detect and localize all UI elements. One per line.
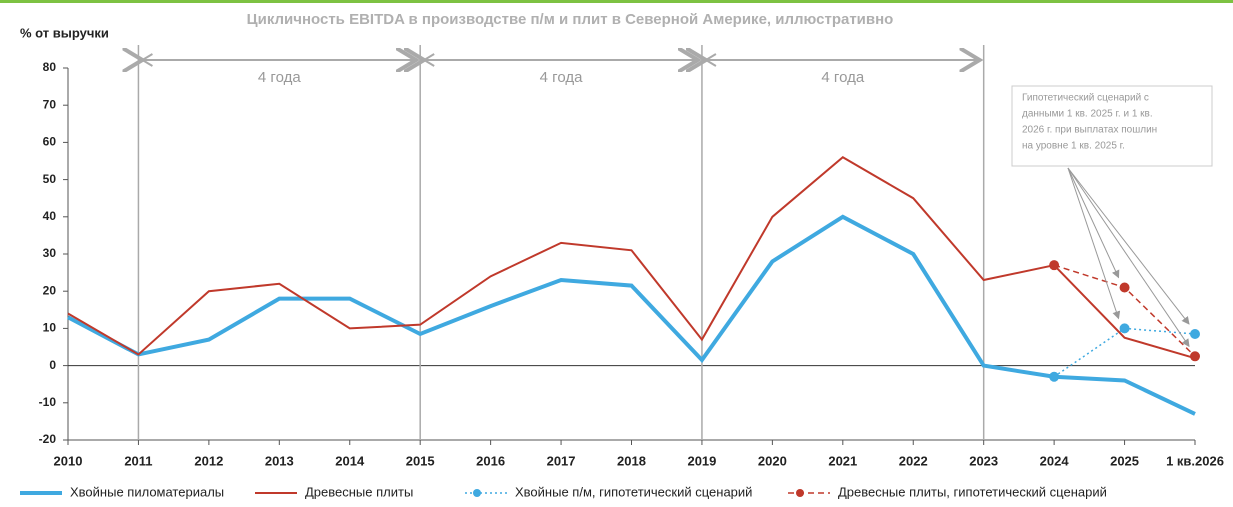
y-tick-label: 0	[49, 358, 56, 372]
y-tick-label: 50	[43, 172, 57, 186]
y-tick-label: 10	[43, 321, 57, 335]
x-tick-label: 2010	[54, 453, 83, 468]
y-tick-label: 40	[43, 209, 57, 223]
x-tick-label: 2017	[547, 453, 576, 468]
x-tick-label: 2022	[899, 453, 928, 468]
x-tick-label: 2012	[194, 453, 223, 468]
period-label: 4 года	[258, 69, 301, 86]
series-line	[67, 156, 1196, 360]
annotation-arrow	[1067, 167, 1120, 279]
annotation-arrow	[1067, 167, 1190, 325]
x-tick-label: 2011	[124, 453, 152, 468]
legend-label: Древесные плиты, гипотетический сценарий	[838, 484, 1107, 499]
x-tick-label: 1 кв.2026	[1166, 453, 1224, 468]
x-tick-label: 2025	[1110, 453, 1139, 468]
period-arrow-head	[140, 53, 153, 67]
annotation-box	[1011, 85, 1213, 167]
series-marker	[1049, 260, 1060, 271]
y-tick-label: 30	[43, 246, 57, 260]
x-tick-label: 2016	[476, 453, 505, 468]
y-tick-label: -20	[39, 432, 57, 446]
y-tick-label: 80	[43, 60, 57, 74]
chart-title: Цикличность EBITDA в производстве п/м и …	[247, 11, 894, 28]
legend-marker	[473, 489, 481, 497]
series-marker	[1190, 351, 1200, 362]
series-line	[1053, 264, 1196, 357]
legend-label: Хвойные п/м, гипотетический сценарий	[515, 484, 752, 499]
x-tick-label: 2014	[335, 453, 365, 468]
series-marker	[1119, 282, 1130, 293]
y-axis-label: % от выручки	[20, 25, 109, 40]
x-tick-label: 2021	[828, 453, 857, 468]
x-tick-label: 2015	[406, 453, 435, 468]
y-tick-label: -10	[39, 395, 57, 409]
y-tick-label: 70	[43, 97, 57, 111]
x-tick-label: 2024	[1040, 453, 1070, 468]
annotation-text: Гипотетический сценарий с	[1022, 93, 1149, 104]
annotation-text: на уровне 1 кв. 2025 г.	[1022, 141, 1125, 152]
period-label: 4 года	[540, 69, 583, 86]
series-marker	[1190, 328, 1200, 339]
annotation-text: 2026 г. при выплатах пошлин	[1022, 125, 1157, 136]
period-arrow-head	[422, 53, 435, 67]
annotation-arrow	[1067, 167, 1190, 348]
legend-label: Древесные плиты	[305, 484, 413, 499]
series-line	[67, 214, 1196, 416]
y-tick-label: 60	[43, 135, 57, 149]
series-marker	[1049, 371, 1060, 382]
y-tick-label: 20	[43, 283, 57, 297]
annotation-text: данными 1 кв. 2025 г. и 1 кв.	[1022, 109, 1153, 120]
x-tick-label: 2018	[617, 453, 646, 468]
x-tick-label: 2020	[758, 453, 787, 468]
legend-label: Хвойные пиломатериалы	[70, 484, 224, 499]
series-marker	[1119, 323, 1130, 334]
x-tick-label: 2013	[265, 453, 294, 468]
period-arrow-head	[703, 53, 717, 67]
x-tick-label: 2019	[687, 453, 716, 468]
legend-marker	[796, 489, 804, 497]
period-label: 4 года	[821, 69, 864, 86]
x-tick-label: 2023	[969, 453, 998, 468]
annotation-arrow	[1067, 167, 1121, 320]
top-bar	[0, 0, 1233, 3]
